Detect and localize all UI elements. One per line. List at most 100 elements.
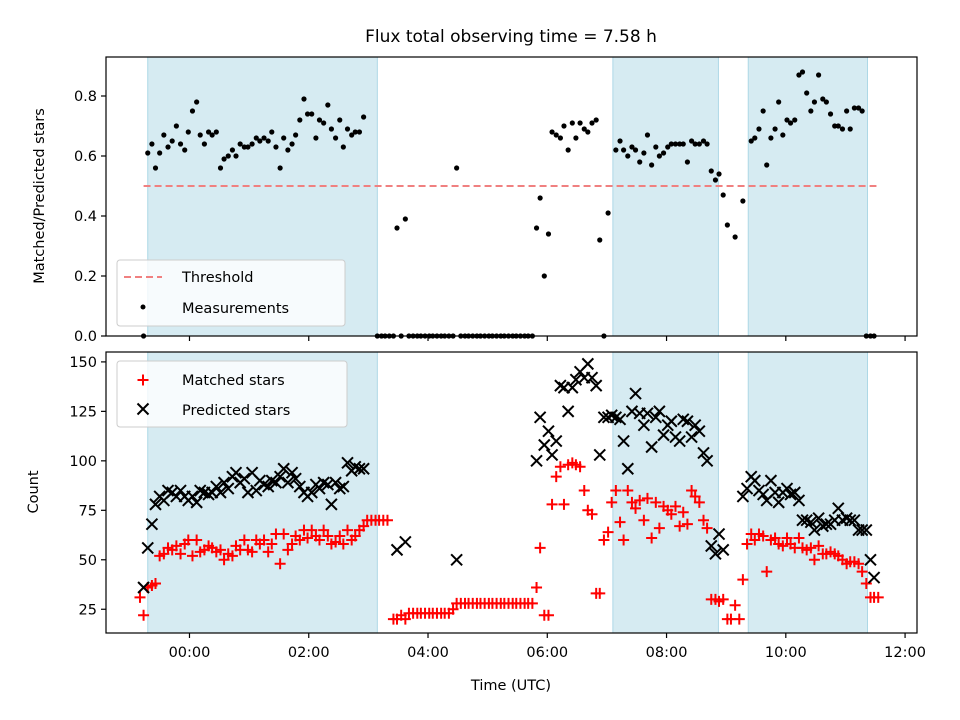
measurement-point: [201, 141, 207, 147]
matched-star-point: [674, 520, 686, 532]
predicted-star-point: [561, 405, 575, 418]
measurement-point: [847, 126, 853, 132]
matched-star-point: [158, 548, 170, 560]
measurement-point: [549, 129, 555, 135]
measurement-point: [787, 120, 794, 126]
matched-star-point: [318, 524, 330, 536]
measurement-point: [352, 129, 358, 135]
bottom-legend: Matched stars Predicted stars: [116, 360, 348, 428]
predicted-star-point: [450, 553, 463, 566]
measurement-point: [177, 141, 184, 147]
measurement-point: [209, 132, 215, 138]
predicted-star-point: [820, 517, 833, 531]
matched-star-point: [594, 587, 606, 599]
predicted-star-point: [273, 470, 287, 483]
bottom-panel: 25 50 75 100 125 150 00:00 02:00 04:00 06:00 08:00…: [26, 351, 926, 694]
matched-star-point: [218, 554, 230, 566]
matched-star-point: [258, 534, 270, 546]
predicted-star-point: [748, 474, 762, 487]
measurement-point: [617, 138, 623, 144]
measurement-point: [573, 135, 579, 141]
matched-star-point: [634, 494, 646, 506]
matched-star-point: [337, 538, 349, 550]
measurement-point: [720, 192, 726, 198]
legend-measurements-label: Measurements: [182, 301, 289, 317]
measurement-point: [780, 132, 786, 138]
predicted-star-point: [222, 482, 235, 495]
measurement-point: [173, 123, 179, 129]
measurement-point: [680, 141, 686, 147]
matched-star-point: [447, 603, 459, 615]
predicted-star-point: [792, 494, 806, 507]
measurement-point: [557, 135, 563, 141]
matched-star-point: [313, 534, 325, 546]
predicted-star-point: [550, 434, 563, 448]
predicted-star-point: [333, 482, 346, 495]
matched-star-point: [186, 550, 198, 562]
measurement-point: [656, 153, 662, 159]
matched-star-point: [808, 554, 820, 566]
matched-star-point: [737, 574, 749, 586]
measurement-point: [205, 129, 212, 135]
predicted-star-point: [645, 440, 658, 454]
predicted-star-point: [617, 434, 630, 448]
matched-star-point: [757, 530, 769, 542]
measurement-point: [835, 123, 841, 129]
predicted-star-point: [705, 539, 718, 553]
predicted-star-point: [186, 490, 199, 503]
matched-star-point: [149, 578, 161, 590]
measurement-point: [344, 126, 351, 132]
matched-star-point: [872, 591, 884, 603]
measurement-point: [233, 153, 239, 159]
matched-star-point: [342, 524, 354, 536]
predicted-star-point: [325, 498, 338, 511]
predicted-star-point: [337, 480, 350, 493]
measurement-point: [677, 141, 683, 147]
matched-star-point: [646, 532, 658, 544]
predicted-star-point: [593, 448, 606, 462]
matched-star-point: [698, 514, 710, 526]
predicted-star-point: [281, 476, 295, 489]
measurement-point: [281, 135, 287, 141]
predicted-star-point: [210, 480, 223, 493]
measurement-point: [641, 150, 647, 156]
measurement-point: [784, 117, 790, 123]
matched-star-point: [262, 546, 274, 558]
matched-star-point: [805, 542, 817, 554]
legend-matched-label: Matched stars: [182, 373, 285, 389]
y-tick-label: 75: [79, 503, 97, 519]
measurement-point: [613, 147, 619, 153]
measurement-point: [827, 111, 834, 117]
measurement-point: [273, 144, 279, 150]
matched-star-point: [558, 498, 570, 510]
matched-star-point: [175, 548, 187, 560]
measurement-point: [660, 150, 667, 156]
predicted-star-point: [145, 517, 159, 531]
x-tick-label: 02:00: [288, 645, 330, 661]
measurement-point: [297, 117, 303, 123]
legend-measurements-marker: [140, 304, 146, 310]
axes-frame: [105, 56, 918, 337]
predicted-star-point: [629, 387, 642, 400]
measurement-point: [152, 165, 159, 171]
matched-star-point: [266, 538, 278, 550]
predicted-star-point: [697, 446, 710, 460]
predicted-star-point: [848, 513, 861, 527]
matched-stars-series: [134, 457, 884, 625]
measurement-point: [217, 165, 224, 171]
measurement-point: [533, 225, 540, 231]
measurement-point: [672, 141, 679, 147]
predicted-star-point: [313, 482, 326, 495]
matched-star-point: [717, 593, 729, 605]
matched-star-point: [701, 522, 713, 534]
measurement-point: [768, 135, 774, 141]
measurement-point: [394, 225, 400, 231]
y-tick-label: 100: [69, 454, 97, 470]
matched-star-point: [733, 613, 745, 625]
matched-star-point: [813, 540, 825, 552]
matched-star-point: [749, 534, 761, 546]
measurement-point: [356, 129, 363, 135]
matched-star-point: [246, 546, 258, 558]
measurement-point: [665, 144, 671, 150]
